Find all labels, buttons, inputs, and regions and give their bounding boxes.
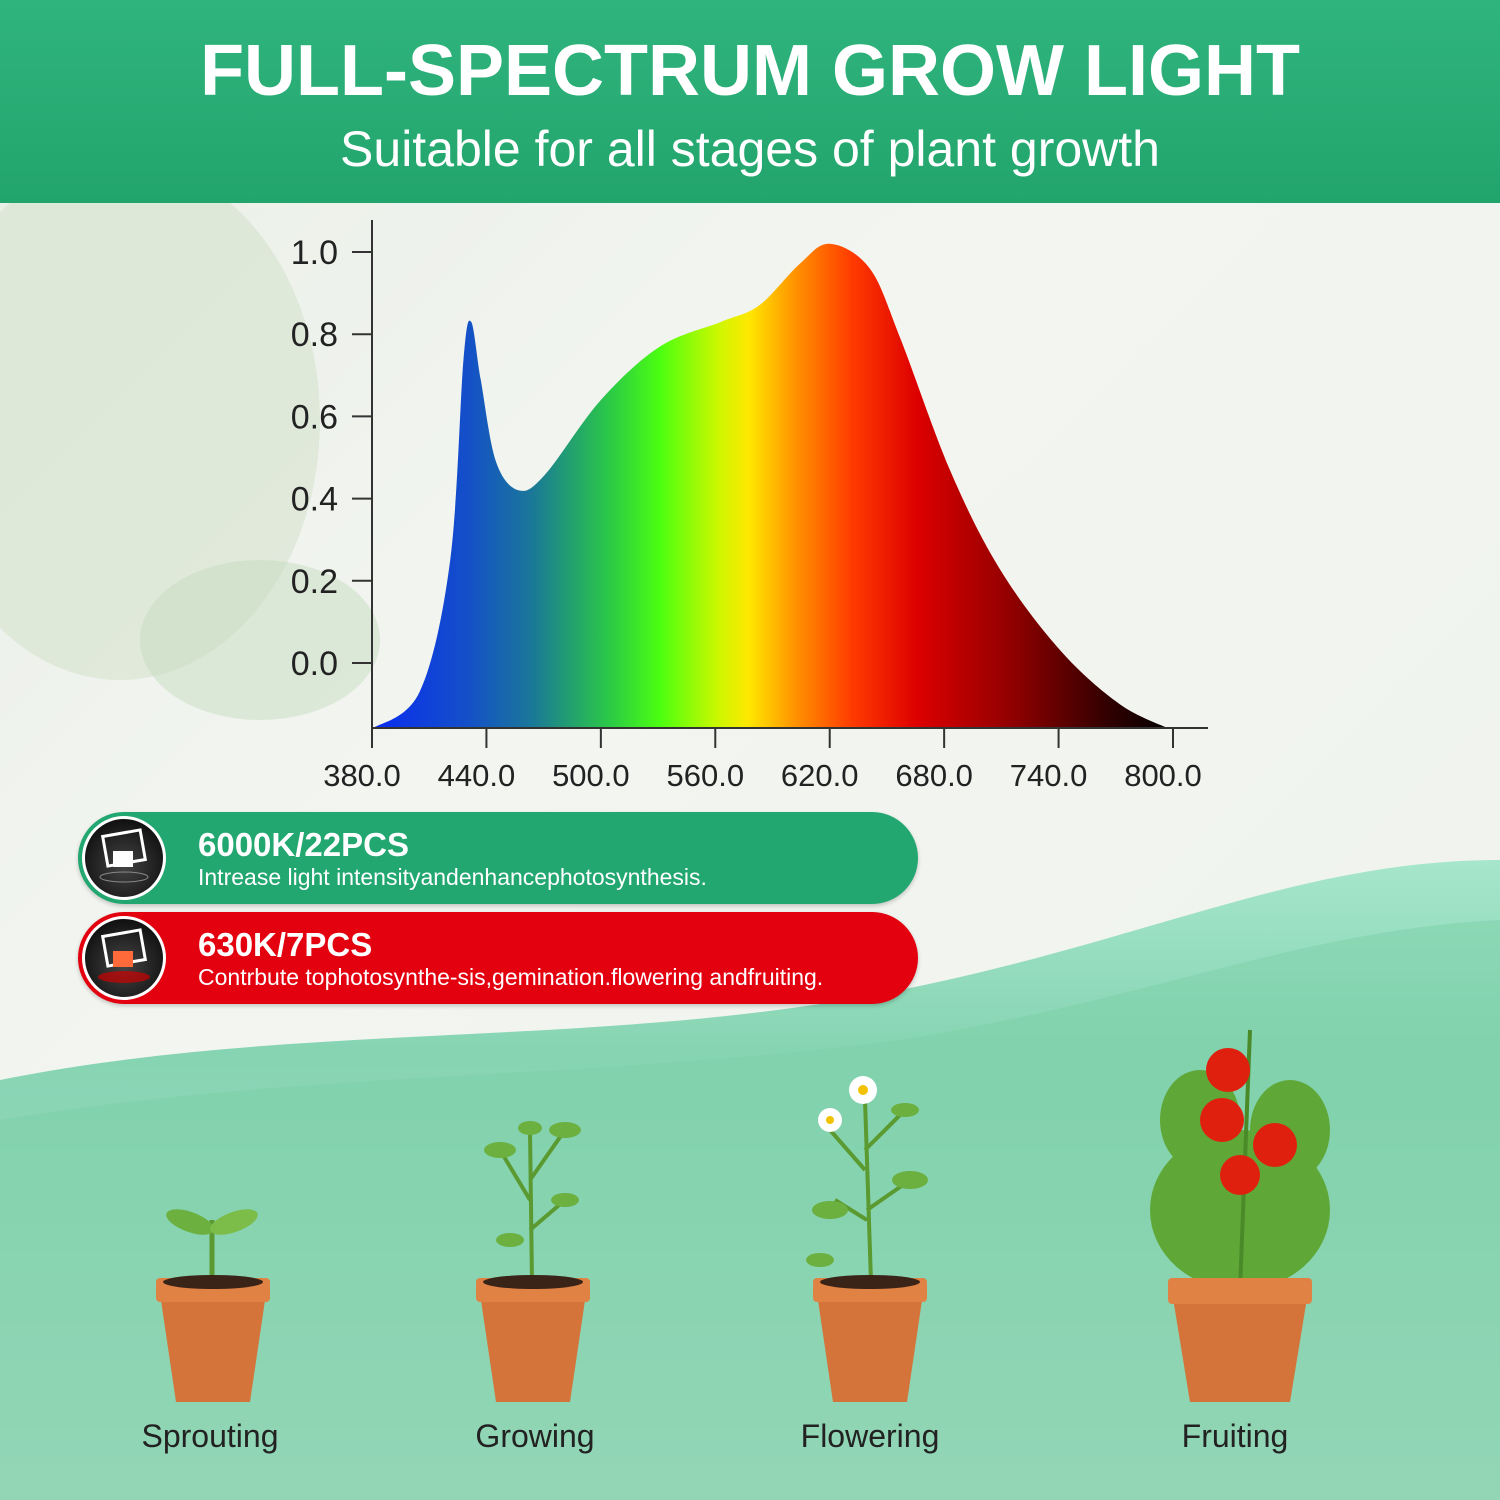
spectrum-area xyxy=(372,243,1170,729)
flowering-plant-image xyxy=(806,1076,928,1402)
header: FULL-SPECTRUM GROW LIGHT Suitable for al… xyxy=(0,0,1500,203)
x-tick-label: 740.0 xyxy=(1010,758,1088,793)
x-tick-label: 680.0 xyxy=(895,758,973,793)
page-title: FULL-SPECTRUM GROW LIGHT xyxy=(200,31,1300,111)
y-tick-label: 0.0 xyxy=(291,645,338,683)
led-badge-6000k: 6000K/22PCS Intrease light intensityande… xyxy=(78,812,918,904)
stage-label-growing: Growing xyxy=(475,1418,595,1454)
y-tick-label: 0.2 xyxy=(291,563,338,601)
y-tick-label: 0.6 xyxy=(291,398,338,436)
x-tick-label: 380.0 xyxy=(323,758,401,793)
growing-plant-image xyxy=(476,1121,590,1402)
red-led-chip-icon xyxy=(82,916,166,1000)
led-title: 630K/7PCS xyxy=(198,926,373,963)
led-badge-630: 630K/7PCS Contrbute tophotosynthe-sis,ge… xyxy=(78,912,918,1004)
x-tick-label: 500.0 xyxy=(552,758,630,793)
fruiting-plant-image xyxy=(1150,1029,1330,1402)
x-tick-label: 800.0 xyxy=(1124,758,1202,793)
led-description: Intrease light intensityandenhancephotos… xyxy=(198,864,707,890)
stage-label-sprouting: Sprouting xyxy=(141,1418,279,1454)
y-tick-label: 1.0 xyxy=(291,234,338,272)
led-description: Contrbute tophotosynthe-sis,gemination.f… xyxy=(198,964,824,990)
led-title: 6000K/22PCS xyxy=(198,826,409,863)
x-tick-label: 440.0 xyxy=(438,758,516,793)
page-subtitle: Suitable for all stages of plant growth xyxy=(340,121,1160,177)
x-tick-label: 560.0 xyxy=(666,758,744,793)
white-led-chip-icon xyxy=(82,816,166,900)
sprouting-plant-image xyxy=(156,1209,270,1402)
stage-label-flowering: Flowering xyxy=(800,1418,940,1454)
x-tick-label: 620.0 xyxy=(781,758,859,793)
y-tick-label: 0.8 xyxy=(291,316,338,354)
y-tick-label: 0.4 xyxy=(291,481,338,519)
stage-label-fruiting: Fruiting xyxy=(1181,1418,1289,1454)
spectrum-chart: 0.0 0.2 0.4 0.6 0.8 1.0 380.0 440.0 500.0 560.0 6… xyxy=(291,220,1208,793)
